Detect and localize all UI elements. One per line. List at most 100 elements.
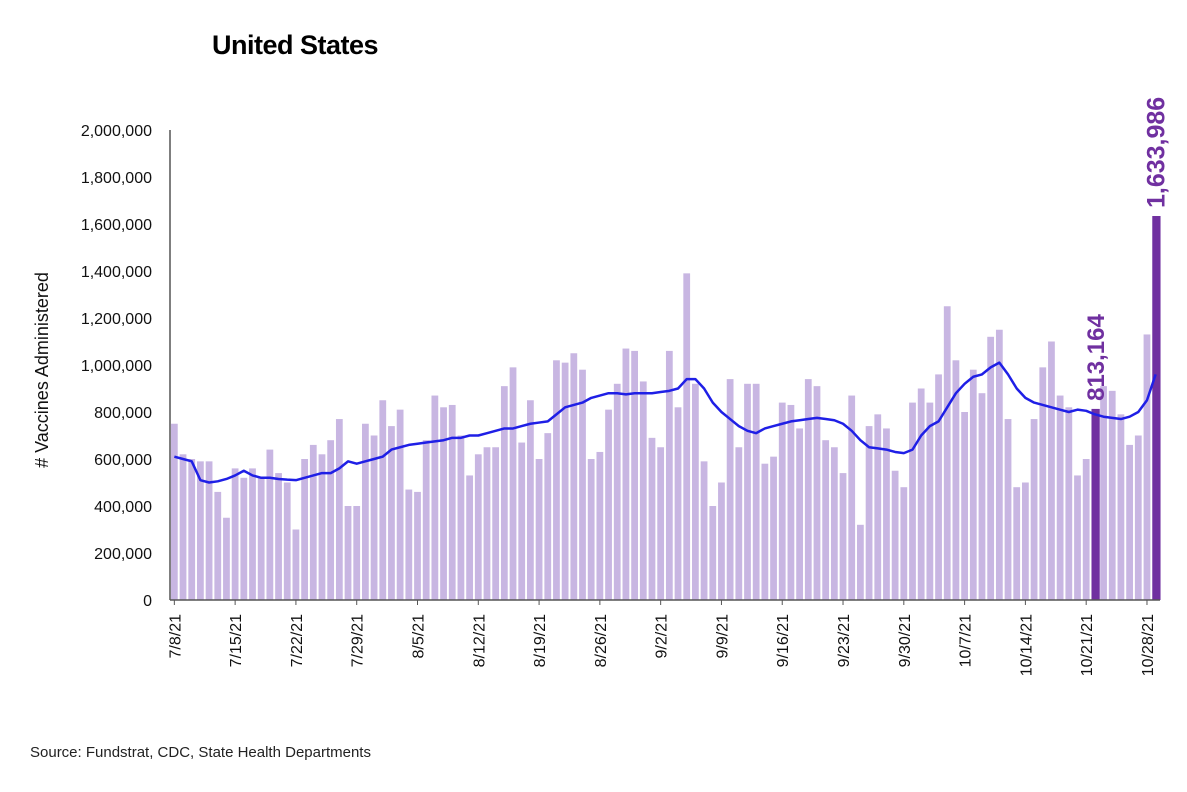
bar [631,350,638,600]
bar [839,473,847,600]
y-axis-label: # Vaccines Administered [32,272,52,468]
bar [283,482,291,600]
bar [874,414,882,600]
bar [987,336,995,600]
bar [596,451,604,600]
bar [865,426,873,600]
bar [301,459,308,600]
bar [335,419,343,600]
bar [1108,390,1116,600]
bar [275,473,282,600]
y-tick-label: 1,800,000 [81,170,152,187]
x-axis: 7/8/21 7/15/21 7/22/21 7/29/21 8/5/21 8/12/21… [167,599,1160,676]
bar [318,454,326,600]
bar [1022,482,1029,600]
bar [474,454,482,600]
bar [700,461,708,600]
bar [170,423,178,600]
highlight-value-label: 813,164 [1083,314,1110,401]
bar [249,468,256,600]
bar [379,400,387,600]
bar [744,383,751,600]
bar [926,402,934,600]
bar [509,367,517,600]
chart-title: United States [212,30,379,60]
y-tick-label: 400,000 [94,499,152,516]
bar [804,379,812,600]
bar [344,506,352,600]
y-tick-label: 1,200,000 [81,311,152,328]
x-tick-label: 9/9/21 [714,614,731,659]
bar [431,395,439,600]
bar [718,482,725,600]
x-tick-label: 8/5/21 [411,614,428,659]
bar [466,475,473,600]
bar [1039,367,1047,600]
bar [362,423,369,600]
bar [231,468,239,600]
bar [197,461,204,600]
highlight-bar [1152,216,1161,600]
bar [579,369,586,600]
bar [952,360,960,600]
bar [1048,341,1055,600]
bar [1117,414,1125,600]
bar [405,489,413,600]
bar [683,273,691,600]
moving-average-path [174,361,1157,484]
x-tick-label: 7/8/21 [167,614,184,659]
bar [483,447,491,600]
x-tick-label: 10/28/21 [1140,614,1157,676]
bar [257,477,265,600]
y-tick-label: 2,000,000 [81,123,152,140]
bar [735,447,743,600]
y-tick-label: 600,000 [94,452,152,469]
bar [613,383,621,600]
x-tick-label: 10/14/21 [1018,614,1035,676]
x-tick-label: 8/12/21 [471,614,488,667]
source-note: Source: Fundstrat, CDC, State Health Dep… [30,744,371,761]
bar [570,353,578,600]
y-tick-label: 1,600,000 [81,217,152,234]
bar [830,447,838,600]
bar [396,409,404,600]
bar [770,456,777,600]
moving-average-line [174,361,1157,484]
bar [752,383,760,600]
daily-bars [170,216,1161,600]
bar [726,379,734,600]
bar [761,463,769,600]
bar [388,426,395,600]
bar [796,428,803,600]
bar [518,442,526,600]
bar [639,381,647,600]
bar [1143,334,1151,600]
bar [422,440,430,600]
bar [909,402,916,600]
bar [1056,395,1064,600]
bar [266,449,274,600]
bar [674,407,682,600]
bar [995,329,1003,600]
bar [327,440,335,600]
bar [553,360,560,600]
bar [214,491,222,600]
bar [978,393,986,600]
highlight-bar [1091,408,1100,600]
bar [179,454,187,600]
bar [440,407,447,600]
bar [1074,475,1081,600]
bar [857,524,864,600]
highlight-value-label: 1,633,986 [1143,97,1171,208]
bar [883,428,890,600]
bar [353,506,361,600]
bar [657,447,665,600]
bar [943,306,951,600]
bar [605,409,612,600]
bar [848,395,856,600]
bar [544,433,552,600]
x-tick-label: 7/15/21 [228,614,245,667]
bar [709,506,717,600]
x-tick-label: 9/2/21 [654,614,671,659]
